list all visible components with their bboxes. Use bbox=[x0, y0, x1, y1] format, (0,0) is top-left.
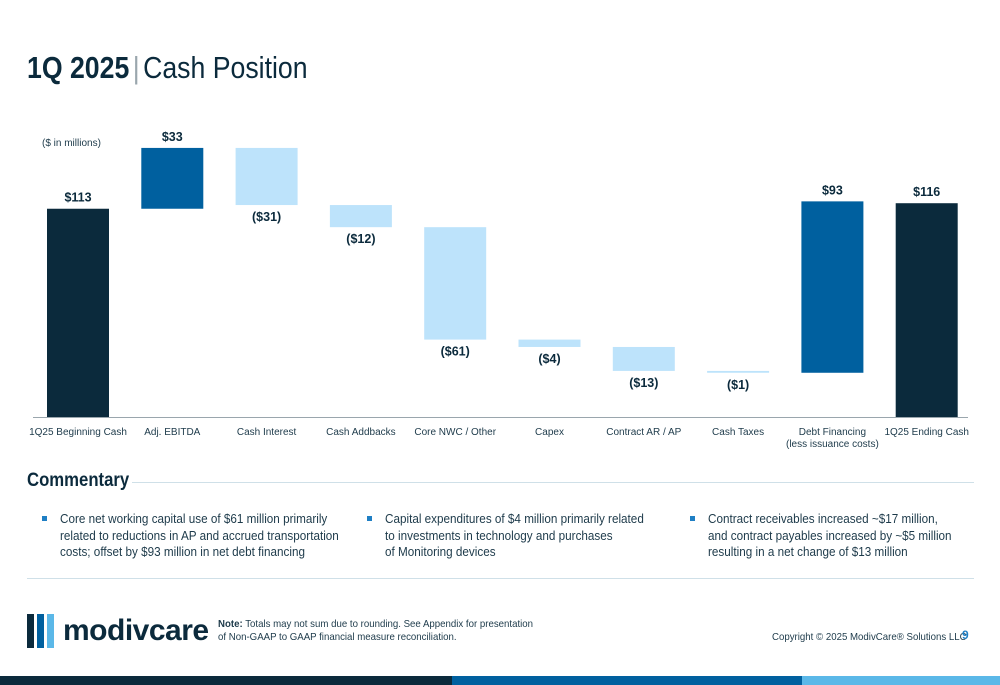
bullet-text-line: of Monitoring devices bbox=[385, 544, 496, 559]
page-number: 9 bbox=[962, 628, 969, 642]
logo-mark-icon bbox=[27, 614, 54, 648]
logo-bar bbox=[37, 614, 44, 648]
bullet-text-line: Contract receivables increased ~$17 mill… bbox=[708, 511, 938, 526]
logo-bar bbox=[27, 614, 34, 648]
logo-bar bbox=[47, 614, 54, 648]
footnote-label: Note: bbox=[218, 618, 243, 630]
title-separator: | bbox=[132, 50, 140, 85]
x-tick-label: (less issuance costs) bbox=[786, 439, 879, 450]
bullet-text-line: resulting in a net change of $13 million bbox=[708, 544, 908, 559]
commentary-divider bbox=[132, 482, 974, 483]
footer-color-bar bbox=[0, 676, 1000, 685]
bullet-text-line: and contract payables increased by ~$5 m… bbox=[708, 527, 952, 543]
x-tick-label: Core NWC / Other bbox=[414, 427, 496, 438]
x-tick-label: Capex bbox=[535, 427, 564, 438]
copyright-text: Copyright © 2025 ModivCare® Solutions LL… bbox=[772, 631, 967, 643]
footnote: Note: Totals may not sum due to rounding… bbox=[218, 618, 533, 644]
section-divider bbox=[27, 578, 974, 579]
title-topic: Cash Position bbox=[143, 50, 308, 85]
data-label: $116 bbox=[913, 185, 940, 199]
x-tick-label: Debt Financing bbox=[799, 427, 866, 438]
logo-wordmark: modivcare bbox=[63, 614, 209, 647]
bullet-text-line: related to reductions in AP and accrued … bbox=[60, 527, 339, 543]
bar-decrease bbox=[329, 205, 392, 228]
data-label: ($12) bbox=[346, 232, 375, 246]
x-tick-label: Cash Taxes bbox=[712, 427, 764, 438]
bar-increase bbox=[141, 147, 204, 209]
unit-note: ($ in millions) bbox=[42, 138, 101, 149]
data-label: ($61) bbox=[441, 345, 470, 359]
data-label: $93 bbox=[822, 183, 843, 197]
x-tick-label: 1Q25 Ending Cash bbox=[884, 427, 969, 438]
footnote-line-1: Totals may not sum due to rounding. See … bbox=[242, 618, 534, 630]
commentary-heading: Commentary bbox=[27, 470, 130, 491]
title-period: 1Q 2025 bbox=[27, 50, 130, 85]
bullet-text-line: Core net working capital use of $61 mill… bbox=[60, 511, 328, 526]
bar-total bbox=[47, 208, 109, 417]
bar-decrease bbox=[518, 339, 581, 347]
data-label: ($31) bbox=[252, 210, 281, 224]
footer-bar-segment bbox=[452, 676, 802, 685]
x-tick-label: Contract AR / AP bbox=[606, 427, 681, 438]
company-logo: modivcare bbox=[27, 613, 209, 649]
bar-decrease bbox=[707, 370, 770, 373]
data-label: ($4) bbox=[538, 352, 560, 366]
cash-waterfall-chart: ($ in millions) $113 1Q25 Beginning Cash $3… bbox=[29, 130, 969, 450]
data-label: ($1) bbox=[727, 378, 749, 392]
page-title: 1Q 2025 | Cash Position bbox=[27, 48, 308, 88]
bullet-marker bbox=[42, 516, 47, 521]
footer-bar-segment bbox=[0, 676, 452, 685]
bar-decrease bbox=[612, 346, 675, 371]
bar-decrease bbox=[424, 227, 487, 340]
bullet-text-line: costs; offset by $93 million in net debt… bbox=[60, 544, 305, 559]
x-tick-label: 1Q25 Beginning Cash bbox=[29, 427, 127, 438]
x-tick-label: Cash Interest bbox=[237, 427, 297, 438]
bullet-marker bbox=[367, 516, 372, 521]
bullet-text-line: Capital expenditures of $4 million prima… bbox=[385, 511, 644, 526]
footer-bar-segment bbox=[802, 676, 1000, 685]
x-tick-label: Cash Addbacks bbox=[326, 427, 396, 438]
data-label: $33 bbox=[162, 130, 183, 144]
bar-increase bbox=[801, 201, 864, 373]
x-tick-label: Adj. EBITDA bbox=[144, 427, 200, 438]
bullet-text-line: to investments in technology and purchas… bbox=[385, 527, 613, 543]
data-label: ($13) bbox=[629, 376, 658, 390]
footnote-line-2: of Non-GAAP to GAAP financial measure re… bbox=[218, 631, 457, 643]
bar-total bbox=[895, 203, 958, 417]
data-label: $113 bbox=[64, 191, 91, 205]
bullet-marker bbox=[690, 516, 695, 521]
bar-decrease bbox=[235, 147, 298, 206]
